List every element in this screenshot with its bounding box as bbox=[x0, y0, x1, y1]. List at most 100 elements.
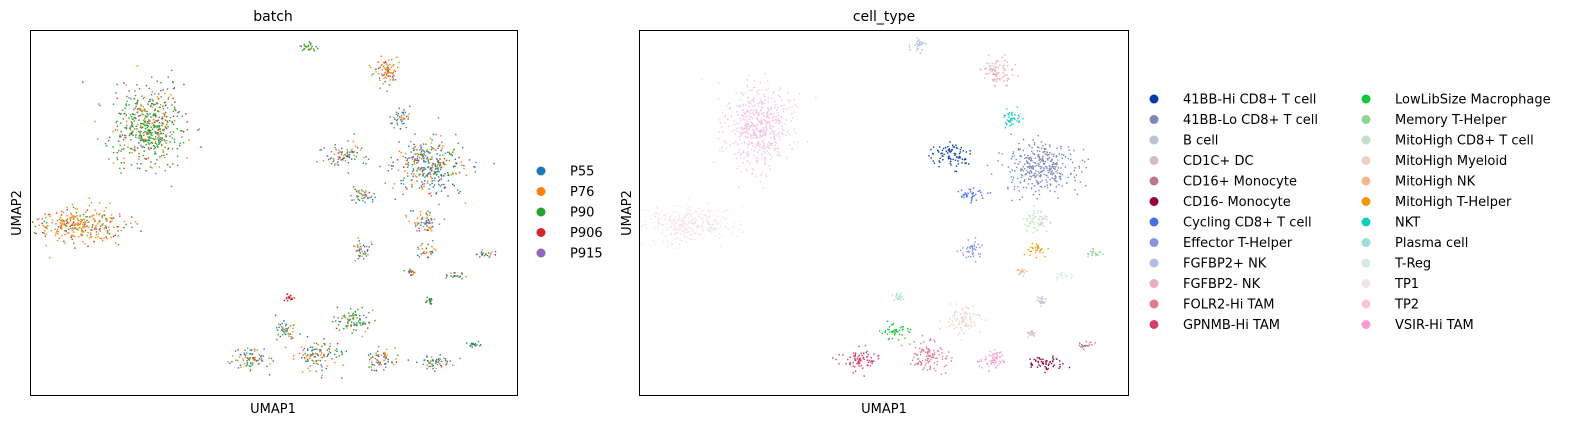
scatter-point bbox=[485, 253, 487, 256]
scatter-point bbox=[306, 358, 309, 361]
scatter-point bbox=[1071, 161, 1074, 164]
scatter-point bbox=[357, 237, 359, 239]
scatter-point bbox=[164, 139, 166, 142]
scatter-point bbox=[852, 372, 854, 374]
scatter-point bbox=[921, 41, 923, 43]
scatter-point bbox=[785, 134, 787, 137]
scatter-point bbox=[244, 356, 247, 358]
scatter-point bbox=[95, 234, 97, 236]
scatter-point bbox=[1032, 166, 1034, 168]
scatter-point bbox=[60, 225, 63, 227]
scatter-point bbox=[782, 110, 785, 113]
scatter-point bbox=[743, 113, 746, 115]
scatter-point bbox=[363, 245, 366, 248]
scatter-point bbox=[1011, 169, 1013, 171]
scatter-point bbox=[1001, 56, 1003, 58]
scatter-point bbox=[73, 218, 75, 220]
scatter-point bbox=[788, 101, 790, 103]
scatter-point bbox=[984, 359, 986, 361]
scatter-point bbox=[760, 109, 762, 111]
scatter-point bbox=[481, 253, 484, 256]
scatter-point bbox=[378, 77, 381, 79]
scatter-point bbox=[994, 73, 996, 75]
scatter-point bbox=[1073, 176, 1075, 178]
scatter-point bbox=[249, 365, 252, 368]
scatter-point bbox=[362, 200, 364, 202]
scatter-point bbox=[159, 156, 161, 158]
chart-title-batch: batch bbox=[253, 9, 293, 25]
scatter-point bbox=[161, 137, 164, 139]
scatter-point bbox=[690, 234, 693, 236]
scatter-point bbox=[764, 102, 766, 105]
scatter-point bbox=[391, 361, 393, 364]
scatter-point bbox=[677, 247, 680, 249]
scatter-point bbox=[402, 112, 404, 115]
scatter-point bbox=[963, 313, 966, 315]
scatter-point bbox=[1029, 175, 1031, 177]
scatter-point bbox=[135, 221, 137, 223]
scatter-point bbox=[286, 293, 289, 295]
scatter-point bbox=[775, 118, 777, 121]
scatter-point bbox=[1051, 177, 1053, 179]
scatter-point bbox=[430, 300, 432, 302]
scatter-point bbox=[394, 70, 396, 73]
scatter-point bbox=[144, 130, 146, 133]
scatter-point bbox=[156, 134, 159, 136]
scatter-point bbox=[160, 104, 162, 106]
scatter-point bbox=[136, 108, 139, 110]
scatter-point bbox=[148, 128, 150, 131]
scatter-point bbox=[151, 98, 153, 101]
scatter-point bbox=[921, 49, 923, 51]
scatter-point bbox=[1005, 85, 1007, 87]
scatter-point bbox=[170, 185, 173, 188]
scatter-point bbox=[378, 353, 380, 356]
scatter-point bbox=[153, 138, 155, 141]
scatter-point bbox=[354, 323, 356, 325]
scatter-point bbox=[777, 133, 779, 135]
scatter-point bbox=[149, 120, 151, 122]
scatter-point bbox=[682, 220, 685, 222]
legend-label: TP2 bbox=[1394, 298, 1419, 313]
scatter-point bbox=[1075, 174, 1078, 176]
scatter-point bbox=[1038, 357, 1040, 359]
scatter-point bbox=[692, 222, 694, 225]
scatter-point bbox=[647, 209, 649, 212]
scatter-point bbox=[427, 173, 429, 175]
scatter-point bbox=[150, 94, 153, 96]
scatter-point bbox=[118, 213, 121, 215]
scatter-point bbox=[285, 333, 287, 336]
legend-label: FGFBP2+ NK bbox=[1183, 257, 1267, 272]
scatter-point bbox=[920, 342, 922, 345]
scatter-point bbox=[438, 164, 441, 166]
scatter-point bbox=[949, 318, 951, 320]
scatter-point bbox=[919, 52, 922, 54]
scatter-point bbox=[780, 116, 782, 118]
scatter-point bbox=[688, 197, 690, 200]
scatter-point bbox=[781, 99, 783, 101]
scatter-point bbox=[90, 233, 92, 236]
scatter-point bbox=[410, 274, 412, 276]
scatter-point bbox=[461, 278, 463, 280]
scatter-point bbox=[377, 350, 379, 353]
scatter-point bbox=[892, 324, 894, 326]
scatter-point bbox=[976, 360, 979, 363]
scatter-point bbox=[1088, 253, 1090, 255]
legend-label: P915 bbox=[570, 247, 603, 262]
scatter-point bbox=[866, 356, 868, 358]
scatter-point bbox=[410, 140, 412, 143]
scatter-point bbox=[751, 142, 753, 144]
scatter-point bbox=[702, 230, 704, 233]
scatter-point bbox=[686, 228, 688, 230]
scatter-point bbox=[394, 198, 396, 200]
scatter-point bbox=[77, 229, 79, 231]
scatter-point bbox=[1043, 151, 1045, 153]
scatter-point bbox=[73, 242, 75, 244]
scatter-point bbox=[960, 327, 962, 329]
scatter-point bbox=[1038, 172, 1041, 174]
scatter-point bbox=[416, 176, 418, 178]
scatter-point bbox=[426, 301, 428, 303]
scatter-point bbox=[123, 167, 125, 170]
scatter-point bbox=[785, 157, 788, 159]
scatter-point bbox=[761, 171, 764, 174]
scatter-point bbox=[742, 132, 744, 134]
